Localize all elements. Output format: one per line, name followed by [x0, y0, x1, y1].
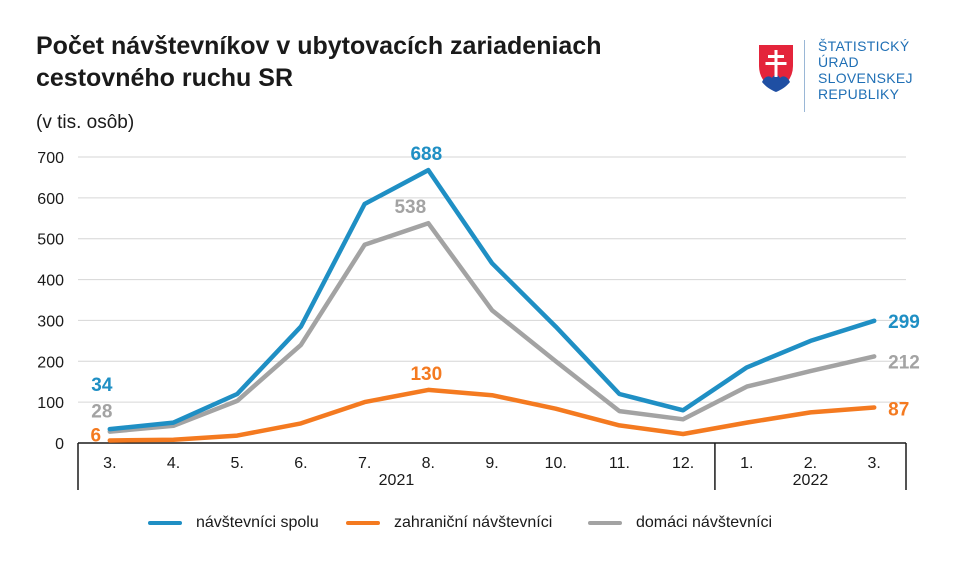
logo-line-4: REPUBLIKY: [818, 86, 900, 102]
chart-title-line2: cestovného ruchu SR: [36, 64, 293, 92]
x-tick-label: 7.: [358, 455, 371, 472]
legend-swatch-foreign: [346, 521, 380, 525]
chart-title-line1: Počet návštevníkov v ubytovacích zariade…: [36, 32, 602, 60]
y-tick-label: 600: [37, 191, 64, 208]
chart-title: Počet návštevníkov v ubytovacích zariade…: [36, 30, 736, 94]
x-tick-label: 1.: [740, 455, 753, 472]
logo-line-3: SLOVENSKEJ: [818, 70, 913, 86]
year-label: 2022: [793, 472, 829, 489]
line-chart: 0 100 200 300 400 500 600 700 2021 2022 3. 4. 5. 6. 7.…: [37, 144, 920, 490]
x-tick-label: 4.: [167, 455, 180, 472]
year-label: 2021: [379, 472, 415, 489]
y-tick-label: 300: [37, 313, 64, 330]
x-tick-label: 2.: [804, 455, 817, 472]
legend-swatch-domestic: [588, 521, 622, 525]
legend-item-total: návštevníci spolu: [148, 514, 319, 532]
y-tick-label: 400: [37, 273, 64, 290]
series-line-0: [107, 167, 877, 432]
y-tick-label: 500: [37, 232, 64, 249]
legend-item-domestic: domáci návštevníci: [588, 514, 772, 532]
slovak-coat-of-arms-icon: [757, 43, 795, 94]
logo-divider: [804, 40, 805, 112]
data-label: 34: [91, 375, 113, 396]
legend-label-foreign: zahraniční návštevníci: [394, 514, 553, 531]
x-tick-label: 11.: [609, 455, 630, 472]
series-line-1: [107, 387, 877, 443]
x-tick-label: 12.: [672, 455, 694, 472]
x-tick-label: 5.: [231, 455, 244, 472]
legend-label-domestic: domáci návštevníci: [636, 514, 773, 531]
legend-label-total: návštevníci spolu: [196, 514, 319, 531]
y-tick-label: 200: [37, 354, 64, 371]
logo-line-2: ÚRAD: [818, 54, 859, 70]
logo-line-1: ŠTATISTICKÝ: [818, 38, 910, 54]
data-label: 28: [91, 402, 112, 423]
y-tick-label: 700: [37, 150, 64, 167]
x-tick-label: 3.: [103, 455, 116, 472]
x-tick-label: 9.: [485, 455, 498, 472]
data-label: 688: [410, 144, 442, 165]
chart-legend: návštevníci spolu zahraniční návštevníci…: [0, 510, 957, 540]
y-tick-label: 0: [55, 436, 64, 453]
legend-swatch-total: [148, 521, 182, 525]
data-label: 538: [394, 197, 426, 218]
data-label: 87: [888, 399, 909, 420]
legend-item-foreign: zahraniční návštevníci: [346, 514, 552, 532]
series-line-2: [107, 220, 877, 434]
y-tick-label: 100: [37, 395, 64, 412]
data-label: 130: [410, 364, 442, 385]
unit-label: (v tis. osôb): [36, 112, 135, 133]
data-label: 212: [888, 352, 920, 373]
logo-text: ŠTATISTICKÝ ÚRAD SLOVENSKEJ REPUBLIKY: [818, 38, 913, 102]
x-tick-label: 3.: [867, 455, 880, 472]
data-label: 299: [888, 312, 920, 333]
x-tick-label: 6.: [294, 455, 307, 472]
statistical-office-logo: ŠTATISTICKÝ ÚRAD SLOVENSKEJ REPUBLIKY: [756, 38, 936, 118]
data-label: 6: [91, 426, 102, 447]
x-tick-label: 10.: [545, 455, 567, 472]
x-tick-label: 8.: [422, 455, 435, 472]
